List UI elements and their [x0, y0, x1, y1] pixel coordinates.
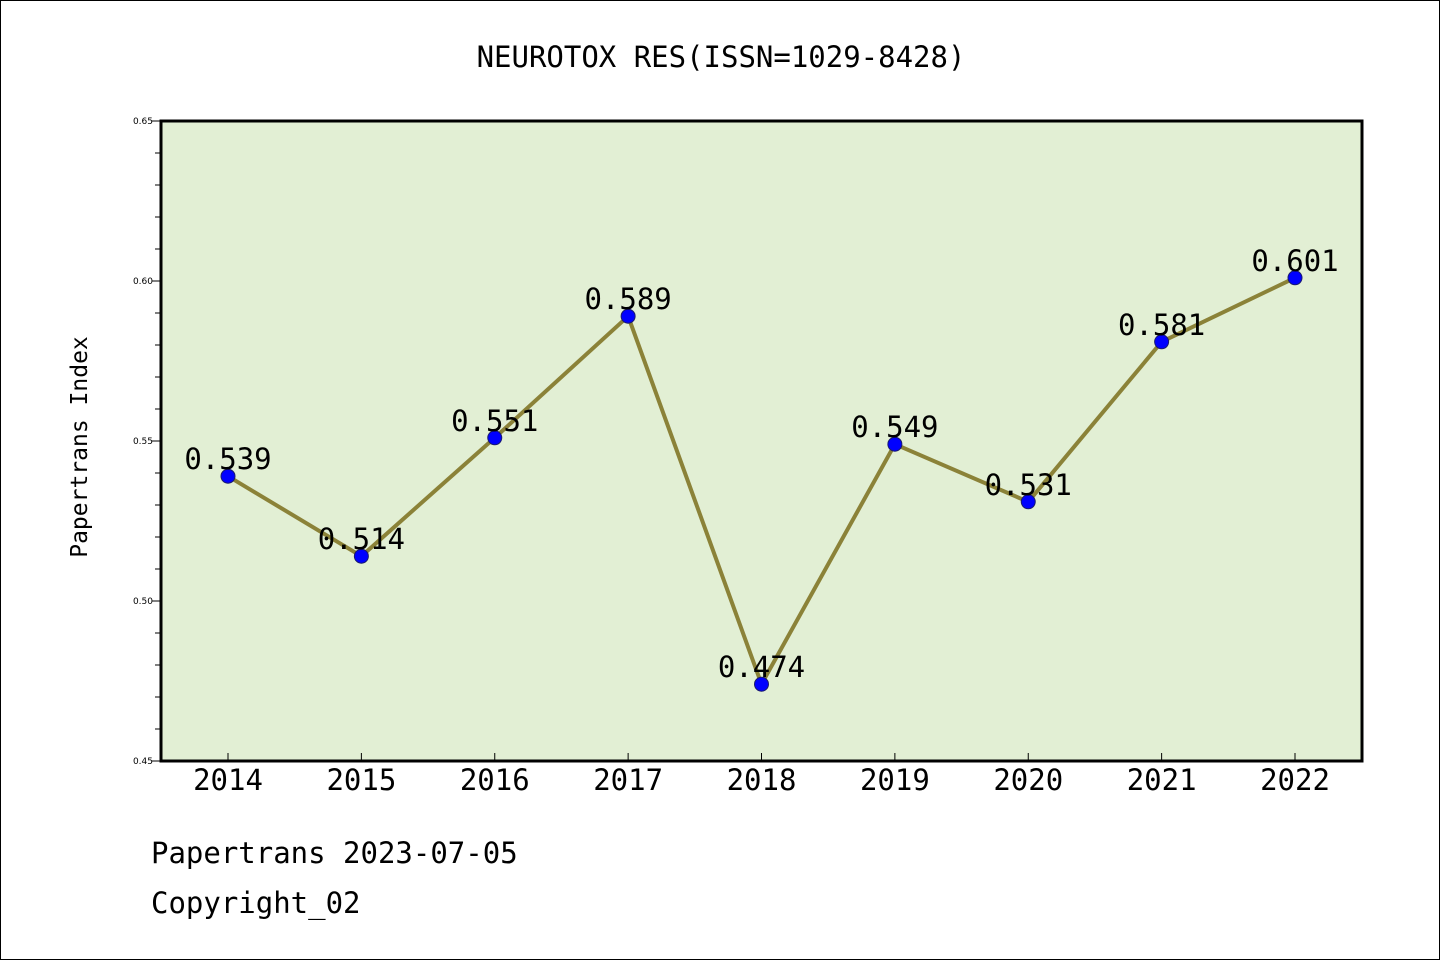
x-tick-label: 2015	[326, 763, 396, 797]
x-tick-label: 2014	[193, 763, 263, 797]
y-tick-label: 0.50	[133, 597, 153, 607]
plot-area	[159, 119, 1364, 763]
x-tick-label: 2017	[593, 763, 663, 797]
data-markers	[220, 270, 1303, 692]
x-tick-label: 2018	[727, 763, 797, 797]
data-label: 0.549	[851, 410, 938, 444]
footer-copyright: Copyright_02	[151, 886, 361, 920]
data-label: 0.474	[718, 650, 805, 684]
data-point	[1020, 494, 1036, 510]
y-axis-label: Papertrans Index	[67, 336, 93, 558]
data-label: 0.531	[985, 468, 1072, 502]
x-tick-label: 2022	[1260, 763, 1330, 797]
x-tick-label: 2019	[860, 763, 930, 797]
y-tick-label: 0.55	[133, 437, 153, 447]
x-tick-label: 2020	[993, 763, 1063, 797]
x-axis: 2014 2015 2016 2017 2018 2019 2020 2021 2022	[193, 753, 1330, 797]
data-point	[1154, 334, 1170, 350]
data-label: 0.581	[1118, 308, 1205, 342]
data-point	[1287, 270, 1303, 286]
y-axis: 0.45 0.50 0.55 0.60 0.65	[133, 117, 161, 767]
footer-date: Papertrans 2023-07-05	[151, 836, 518, 870]
x-tick-label: 2016	[460, 763, 530, 797]
x-tick-label: 2021	[1127, 763, 1197, 797]
data-point	[620, 308, 636, 324]
data-point	[220, 468, 236, 484]
data-point	[487, 430, 503, 446]
y-tick-label: 0.60	[133, 277, 153, 287]
data-point	[353, 548, 369, 564]
data-point	[754, 676, 769, 692]
chart-title: NEUROTOX RES(ISSN=1029-8428)	[477, 40, 966, 74]
data-point	[887, 436, 903, 452]
data-label: 0.601	[1251, 244, 1338, 278]
y-tick-label: 0.45	[133, 757, 153, 767]
data-labels: 0.539 0.514 0.551 0.589 0.474 0.549 0.531 0.581…	[184, 244, 1338, 684]
y-tick-label: 0.65	[133, 117, 153, 127]
data-label: 0.539	[184, 442, 271, 476]
data-label: 0.589	[584, 282, 671, 316]
data-label: 0.514	[318, 522, 405, 556]
data-label: 0.551	[451, 404, 538, 438]
